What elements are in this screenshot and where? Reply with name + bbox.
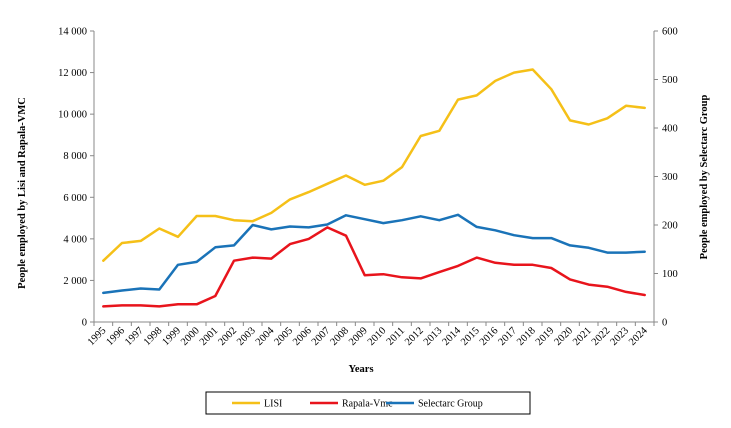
left-axis-title: People employed by Lisi and Rapala-VMC [17,97,28,289]
left-tick-label: 0 [82,318,87,329]
x-tick-label: 2002 [216,325,239,348]
x-tick-label: 2000 [179,325,202,348]
left-tick-label: 12 000 [58,68,87,79]
x-tick-label: 2019 [534,325,557,348]
right-tick-label: 200 [662,221,678,232]
x-tick-label: 2005 [272,325,295,348]
x-tick-label: 2001 [198,325,221,348]
x-tick-label: 2011 [385,325,407,347]
x-tick-label: 2008 [328,325,351,348]
x-tick-label: 2016 [478,325,501,348]
x-tick-label: 1996 [104,325,127,348]
legend-box [205,391,531,415]
x-tick-label: 1997 [123,325,146,348]
x-tick-label: 2013 [422,325,445,348]
right-tick-label: 400 [662,124,678,135]
left-tick-label: 8 000 [63,151,87,162]
legend: LISI Rapala-Vmc Selectarc Group [205,391,531,415]
x-tick-label: 2010 [366,325,389,348]
x-tick-label: 2015 [459,325,482,348]
series-lines [102,68,646,308]
x-tick-label: 2021 [571,325,594,348]
x-axis-ticks: 1995199619971998199920002001200220032004… [86,322,655,348]
right-tick-label: 500 [662,75,678,86]
left-tick-label: 10 000 [58,110,87,121]
x-tick-label: 2007 [310,325,333,348]
legend-label-lisi: LISI [264,399,282,410]
x-tick-label: 2014 [440,325,463,348]
x-tick-label: 2009 [347,325,370,348]
x-tick-label: 1998 [142,325,165,348]
x-tick-label: 2004 [254,325,277,348]
x-tick-label: 2023 [608,325,631,348]
right-tick-label: 0 [662,318,667,329]
x-tick-label: 2022 [590,325,613,348]
series-line-rapala-vmc [102,226,646,308]
right-tick-label: 600 [662,27,678,38]
right-tick-label: 100 [662,269,678,280]
left-tick-label: 4 000 [63,234,87,245]
x-tick-label: 2006 [291,325,314,348]
legend-label-selectarc-group: Selectarc Group [418,399,483,410]
x-tick-label: 2012 [403,325,426,348]
right-axis-title: People employed by Selectarc Group [699,95,710,260]
x-tick-label: 2017 [496,325,519,348]
x-tick-label: 2020 [552,325,575,348]
x-axis-title: Years [348,364,373,375]
x-tick-label: 1999 [160,325,183,348]
left-tick-label: 14 000 [58,27,87,38]
x-tick-label: 1995 [86,325,109,348]
x-tick-label: 2003 [235,325,258,348]
series-line-selectarc-group [102,213,646,295]
right-tick-label: 300 [662,172,678,183]
left-tick-label: 2 000 [63,276,87,287]
legend-label-rapala-vmc: Rapala-Vmc [342,399,393,410]
left-tick-label: 6 000 [63,193,87,204]
left-axis-ticks: 0 2 000 4 000 6 000 8 000 10 000 12 000 14 000 [58,27,94,329]
x-tick-label: 2018 [515,325,538,348]
series-line-lisi [102,68,646,262]
right-axis-ticks: 0 100 200 300 400 500 600 [654,27,678,329]
x-tick-label: 2024 [627,325,650,348]
